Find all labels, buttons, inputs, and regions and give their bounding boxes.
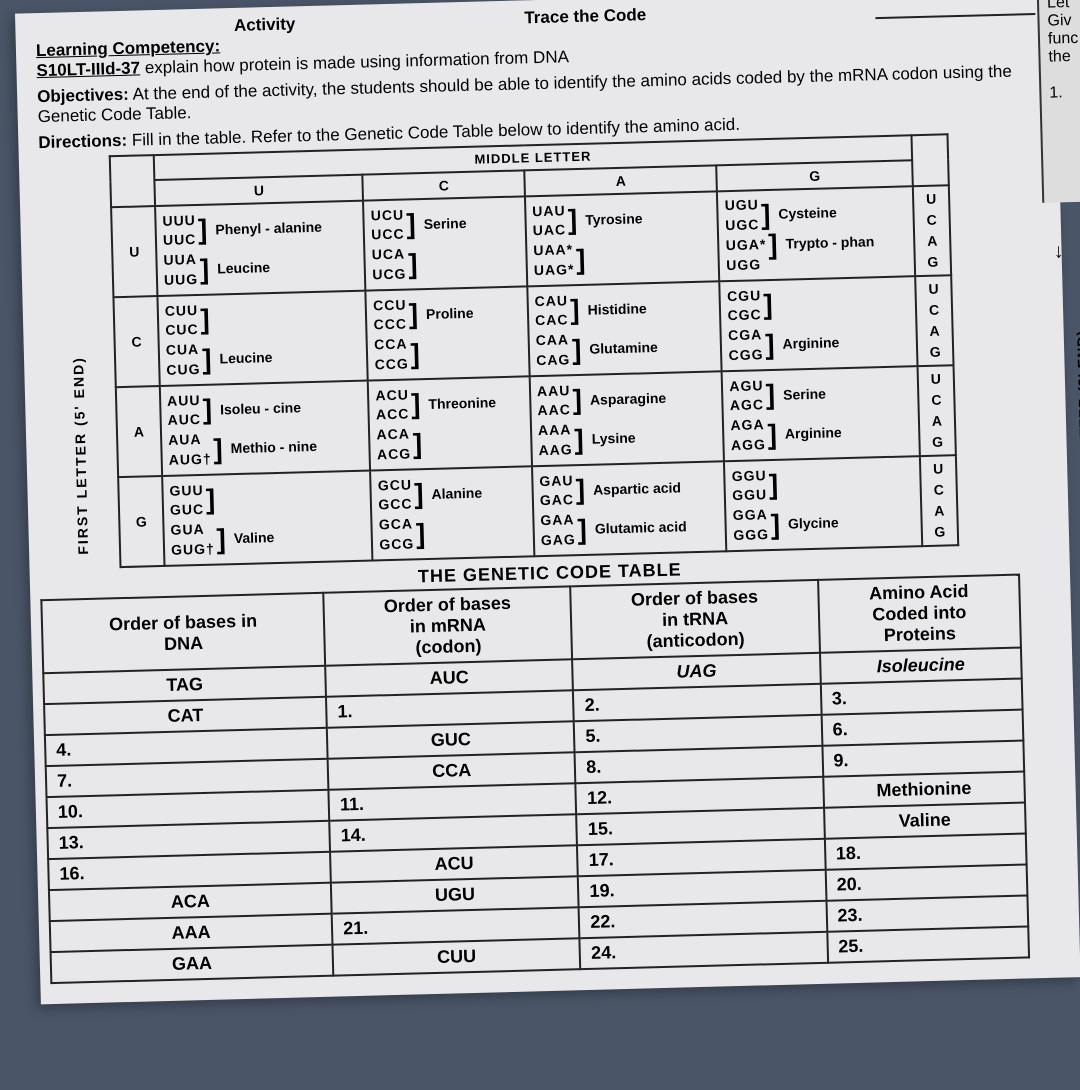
fill-cell: GAA [51,945,334,983]
fill-cell: CUU [333,938,581,975]
third-letter-column: UCAG [913,185,951,276]
fill-cell: 24. [580,932,828,969]
codon-cell: UGUUGC]CysteineUGA*]Trypto - phanUGG [717,186,915,281]
codon-cell: CAUCAC]HistidineCAACAG]Glutamine [527,281,722,376]
codon-cell: AGUAGC]SerineAGAAGG]Arginine [722,366,920,461]
worksheet-page: Let Giv func the 1. Activity Trace the C… [15,0,1080,1004]
adjacent-page-sliver: Let Giv func the 1. [1037,0,1080,203]
codon-cell: UUUUUC]Phenyl - alanineUUAUUG]Leucine [155,201,366,296]
fill-header-trna: Order of basesin tRNA(anticodon) [571,580,820,659]
third-letter-column: UCAG [918,365,956,456]
codon-cell: AAUAAC]AsparagineAAAAAG]Lysine [530,371,725,466]
codon-cell: CCUCCC]ProlineCCACCG] [366,286,530,380]
genetic-code-table-wrap: FIRST LETTER (5' END) THIRD LETTER (3' E… [109,131,1049,568]
codon-cell: GGUGGU]GGAGGG]Glycine [724,456,922,551]
fill-cell: 25. [827,926,1029,962]
codon-cell: ACUACC]ThreonineACAACG] [368,376,532,470]
first-letter-label: FIRST LETTER (5' END) [70,356,91,555]
fill-header-mrna: Order of basesin mRNA(codon) [323,586,572,665]
codon-cell: CUUCUC]CUACUG]Leucine [157,291,368,386]
fill-in-table: Order of bases inDNA Order of basesin mR… [40,574,1030,985]
codon-cell: UAUUAC]TyrosineUAA*UAG*] [525,191,720,286]
codon-cell: CGUCGC]CGACGG]Arginine [720,276,918,371]
first-letter-U: U [111,206,157,297]
first-letter-G: G [118,476,164,567]
codon-cell: AUUAUC]Isoleu - cineAUAAUG†]Methio - nin… [160,381,371,476]
codon-cell: GAUGAC]Aspartic acidGAAGAG]Glutamic acid [532,461,727,556]
codon-cell: GCUGCC]AlanineGCAGCG] [370,466,534,560]
third-letter-column: UCAG [915,275,953,366]
genetic-code-table: MIDDLE LETTER U C A G UUUUUUC]Phenyl - a… [109,133,960,568]
codon-cell: GUUGUC]GUAGUG†]Valine [162,471,373,566]
fill-header-dna: Order of bases inDNA [41,593,325,673]
third-letter-label: THIRD LETTER (3' END) [1074,330,1080,510]
third-letter-column: UCAG [920,455,958,546]
fill-header-aa: Amino AcidCoded intoProteins [818,575,1021,653]
first-letter-C: C [113,296,159,387]
first-letter-A: A [116,386,162,477]
codon-cell: UCUUCC]SerineUCAUCG] [363,196,527,290]
arrow-down-icon: ↓ [1053,240,1064,263]
competency-code: S10LT-IIId-37 [36,58,140,80]
